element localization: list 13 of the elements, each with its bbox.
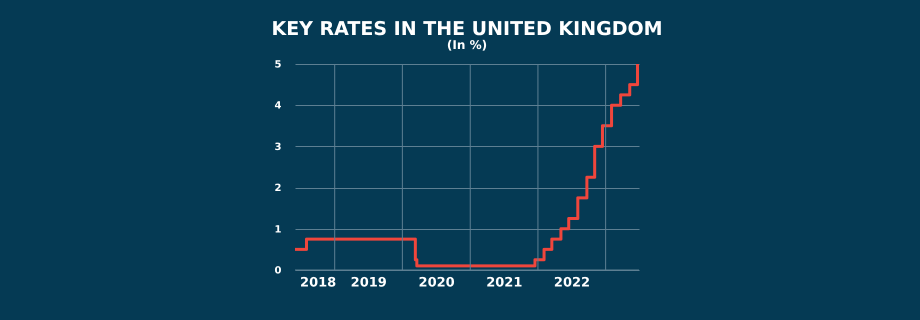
x-tick-label: 2021 — [486, 276, 522, 290]
x-tick-label: 2022 — [554, 276, 590, 290]
chart-subtitle: (In %) — [446, 38, 488, 52]
x-tick-label: 2018 — [300, 276, 336, 290]
y-tick-label: 0 — [274, 266, 282, 276]
y-tick-label: 4 — [274, 100, 282, 112]
y-tick-label: 5 — [274, 60, 282, 70]
x-tick-label: 2019 — [350, 276, 387, 290]
y-tick-label: 1 — [274, 224, 282, 236]
y-tick-label: 3 — [274, 142, 282, 153]
x-tick-label: 2020 — [418, 276, 455, 290]
y-tick-label: 2 — [274, 183, 282, 194]
chart-title: KEY RATES IN THE UNITED KINGDOM — [271, 18, 663, 40]
